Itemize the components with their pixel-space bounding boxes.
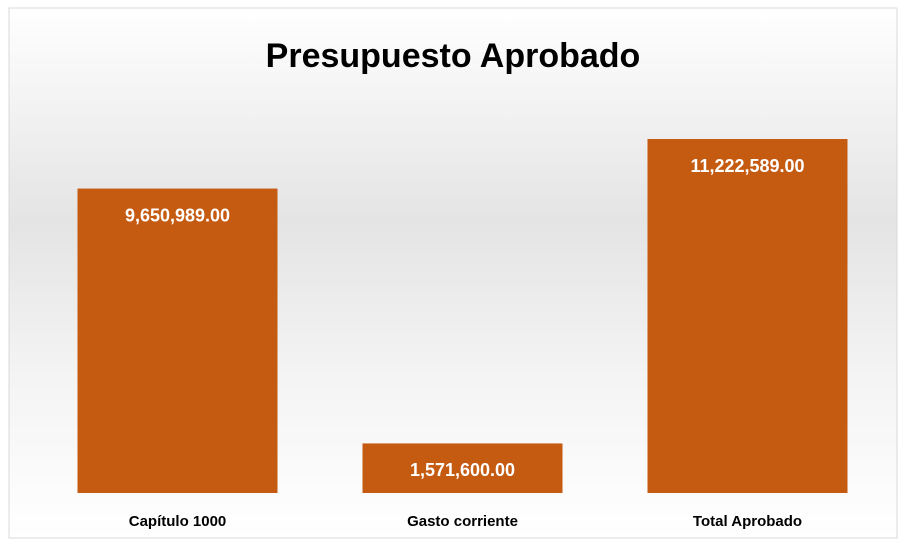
bar: [362, 443, 563, 493]
value-label: 11,222,589.00: [690, 156, 804, 176]
value-label: 9,650,989.00: [125, 205, 230, 225]
chart-title: Presupuesto Aprobado: [266, 37, 641, 75]
x-tick-label: Total Aprobado: [693, 513, 802, 530]
x-tick-label: Capítulo 1000: [129, 513, 227, 530]
bar: [647, 139, 848, 493]
x-tick-label: Gasto corriente: [407, 513, 518, 530]
bar: [77, 188, 278, 494]
value-label: 1,571,600.00: [410, 460, 515, 480]
